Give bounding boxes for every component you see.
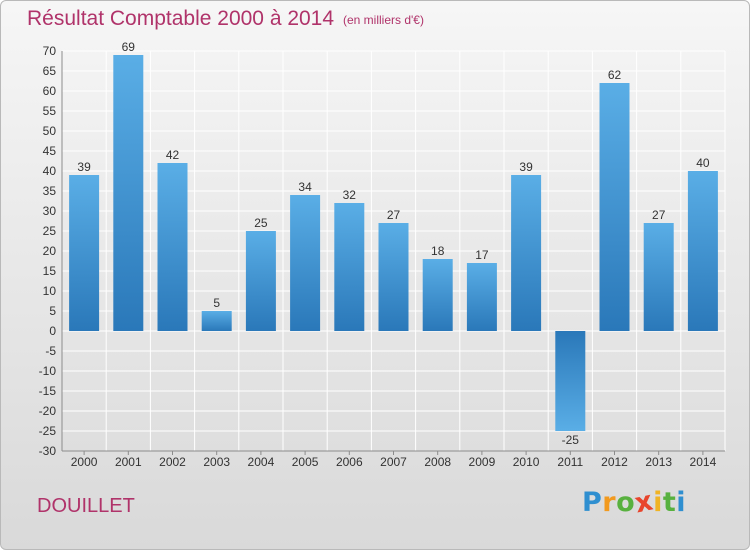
- x-tick-label: 2006: [336, 455, 363, 469]
- value-label-2009: 17: [475, 248, 489, 262]
- x-tick-label: 2008: [424, 455, 451, 469]
- bar-2003: [201, 311, 232, 331]
- value-label-2003: 5: [213, 296, 220, 310]
- y-tick-label: -15: [39, 384, 57, 398]
- x-tick-label: 2004: [248, 455, 275, 469]
- value-label-2010: 39: [519, 160, 533, 174]
- value-label-2008: 18: [431, 244, 445, 258]
- value-label-2004: 25: [254, 216, 268, 230]
- bar-2006: [334, 203, 365, 331]
- chart-title: Résultat Comptable 2000 à 2014: [27, 7, 335, 30]
- y-tick-label: 70: [43, 44, 57, 58]
- value-label-2014: 40: [696, 156, 710, 170]
- bar-2014: [687, 171, 718, 331]
- y-tick-label: -5: [45, 344, 56, 358]
- y-tick-label: 50: [43, 124, 57, 138]
- x-tick-label: 2009: [469, 455, 496, 469]
- logo-letter: i: [653, 487, 663, 518]
- y-tick-label: -25: [39, 424, 57, 438]
- value-label-2007: 27: [387, 208, 401, 222]
- logo-letter: i: [676, 487, 687, 518]
- x-tick-label: 2013: [645, 455, 672, 469]
- y-tick-label: 65: [43, 64, 57, 78]
- x-tick-label: 2007: [380, 455, 407, 469]
- y-tick-label: 45: [43, 144, 57, 158]
- y-tick-label: 10: [43, 284, 57, 298]
- y-tick-label: 30: [43, 204, 57, 218]
- value-label-2006: 32: [343, 188, 357, 202]
- x-tick-label: 2001: [115, 455, 142, 469]
- data-labels: 39 69 42 5 25 34 32 27 18 17 39 -25 62 27 40: [77, 40, 709, 447]
- y-tick-label: 25: [43, 224, 57, 238]
- y-tick-label: 5: [49, 304, 56, 318]
- bar-2005: [290, 195, 321, 331]
- value-label-2011: -25: [562, 433, 580, 447]
- bar-2008: [422, 259, 453, 331]
- y-tick-label: 35: [43, 184, 57, 198]
- bars: [69, 55, 718, 431]
- proxiti-logo: Proxiti: [582, 485, 687, 519]
- value-label-2001: 69: [122, 40, 136, 54]
- commune-name: DOUILLET: [37, 495, 135, 517]
- bar-2000: [69, 175, 100, 331]
- y-tick-label: -20: [39, 404, 57, 418]
- axes: 7065605550454035302520151050-5-10-15-20-…: [39, 44, 725, 469]
- bar-2011: [555, 331, 586, 431]
- x-tick-label: 2000: [71, 455, 98, 469]
- y-tick-label: -30: [39, 444, 57, 458]
- y-tick-label: 0: [49, 324, 56, 338]
- x-tick-label: 2011: [557, 455, 583, 469]
- bar-2002: [157, 163, 188, 331]
- y-tick-label: 60: [43, 84, 57, 98]
- y-tick-label: 20: [43, 244, 57, 258]
- y-tick-label: 55: [43, 104, 57, 118]
- x-tick-label: 2014: [690, 455, 717, 469]
- logo-letter: P: [582, 487, 603, 518]
- logo-letter: r: [602, 487, 617, 518]
- logo-letter: t: [662, 487, 677, 518]
- x-tick-label: 2005: [292, 455, 319, 469]
- bar-2010: [511, 175, 542, 331]
- bar-2009: [466, 263, 497, 331]
- value-label-2012: 62: [608, 68, 622, 82]
- x-tick-label: 2003: [203, 455, 230, 469]
- value-label-2013: 27: [652, 208, 666, 222]
- bar-2013: [643, 223, 674, 331]
- y-tick-label: -10: [39, 364, 57, 378]
- logo-letter: o: [616, 487, 636, 518]
- value-label-2005: 34: [298, 180, 312, 194]
- x-tick-label: 2002: [159, 455, 186, 469]
- bar-2001: [113, 55, 144, 331]
- bar-2012: [599, 83, 630, 331]
- bar-2007: [378, 223, 409, 331]
- x-tick-label: 2010: [513, 455, 540, 469]
- chart-subtitle: (en milliers d'€): [343, 13, 424, 27]
- bar-2004: [245, 231, 276, 331]
- x-tick-label: 2012: [601, 455, 628, 469]
- value-label-2002: 42: [166, 148, 180, 162]
- y-tick-label: 40: [43, 164, 57, 178]
- y-tick-label: 15: [43, 264, 57, 278]
- value-label-2000: 39: [77, 160, 91, 174]
